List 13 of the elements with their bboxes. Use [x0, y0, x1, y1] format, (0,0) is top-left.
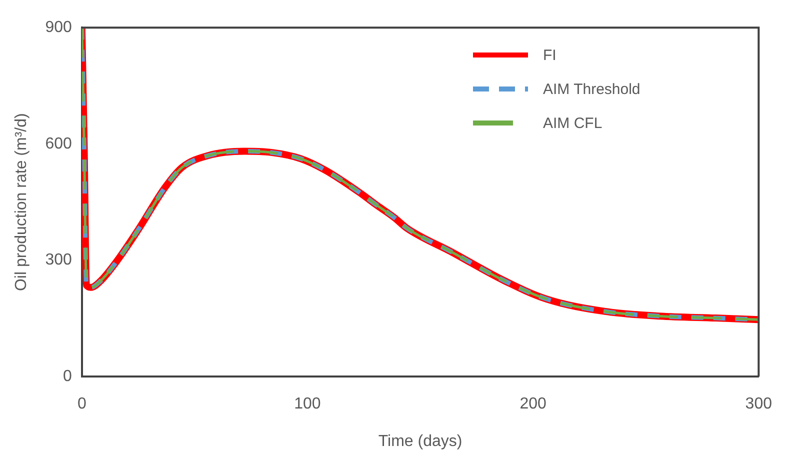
y-tick-label: 300 — [45, 252, 72, 269]
legend-label: FI — [543, 46, 556, 64]
x-tick-label: 100 — [294, 396, 321, 413]
y-tick-label: 600 — [45, 135, 72, 152]
x-axis-title: Time (days) — [378, 432, 462, 450]
legend-label: AIM Threshold — [543, 80, 640, 98]
x-tick-label: 200 — [520, 396, 547, 413]
y-tick-label: 900 — [45, 19, 72, 36]
y-axis-title: Oil production rate (m³/d) — [13, 113, 30, 292]
legend-label: AIM CFL — [543, 114, 602, 132]
y-tick-label: 0 — [62, 368, 72, 386]
x-tick-label: 300 — [745, 396, 772, 413]
x-tick-label: 0 — [77, 396, 86, 413]
